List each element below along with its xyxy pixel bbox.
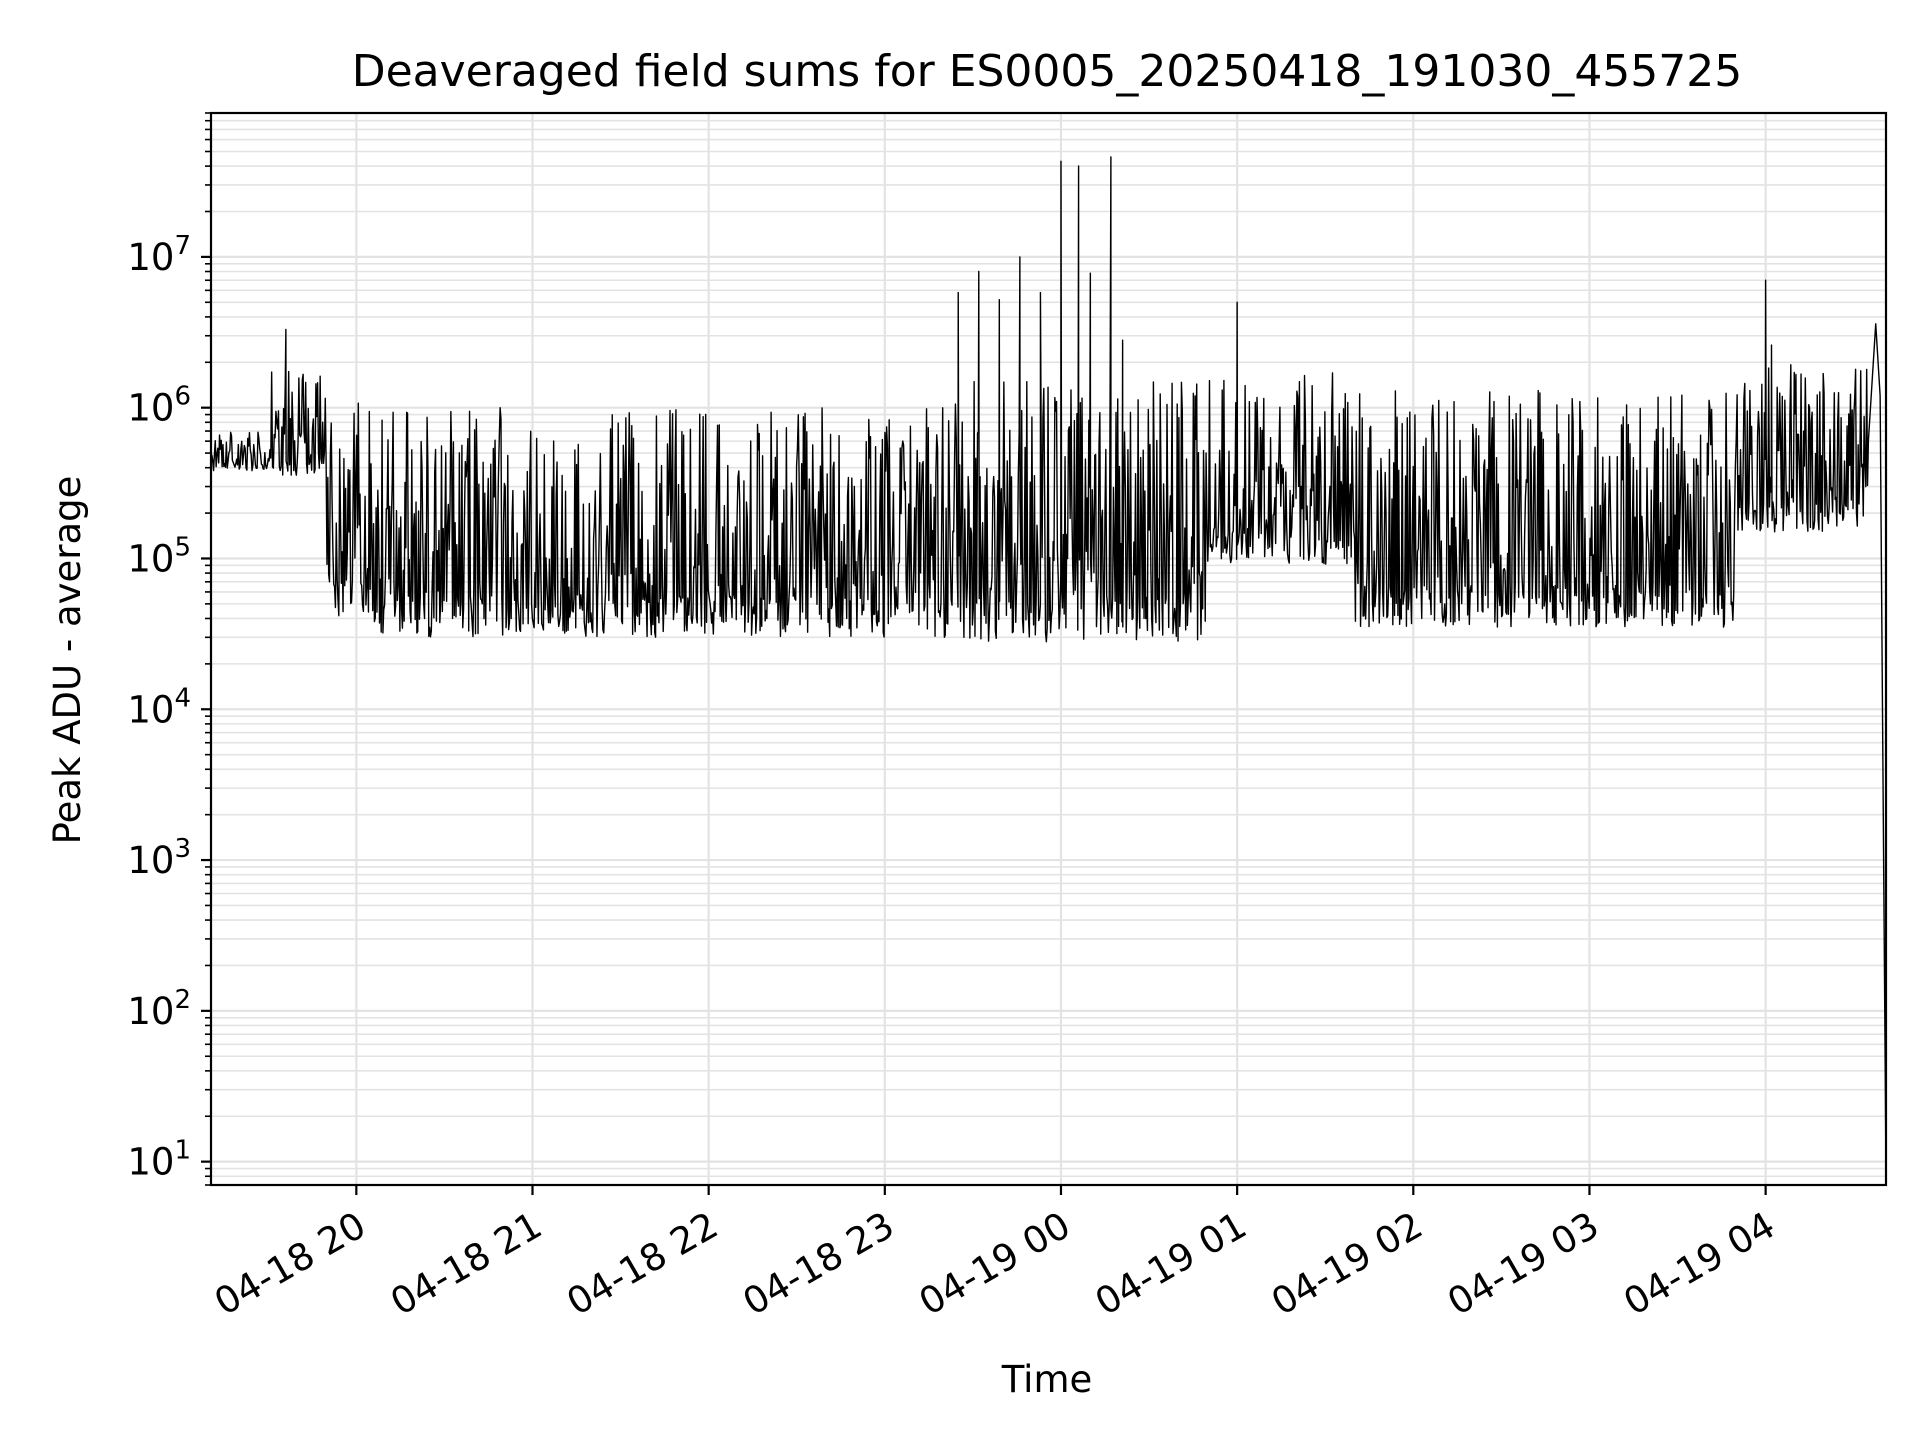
y-axis-label: Peak ADU - average (46, 476, 89, 845)
grid (211, 112, 1886, 1186)
y-tick-label-base: 10 (127, 236, 174, 279)
y-tick-label-base: 10 (127, 990, 174, 1033)
series-layer (210, 156, 1887, 1177)
y-tick-label-exponent: 1 (174, 1136, 191, 1166)
y-tick-label: 104 (127, 683, 191, 731)
y-tick-label-exponent: 5 (174, 532, 191, 562)
y-tick-label-exponent: 6 (174, 382, 191, 412)
y-tick-label: 107 (127, 231, 191, 279)
y-tick-label-base: 10 (127, 839, 174, 882)
y-tick-label-base: 10 (127, 387, 174, 430)
y-tick-label-exponent: 2 (174, 985, 191, 1015)
plot-frame (209, 111, 1888, 1187)
y-tick-label-exponent: 4 (174, 683, 191, 713)
y-tick-label-base: 10 (127, 688, 174, 731)
y-tick-label: 105 (127, 532, 191, 580)
y-tick-label: 101 (127, 1136, 191, 1184)
y-tick-label: 106 (127, 382, 191, 430)
y-tick-label: 103 (127, 834, 191, 882)
x-axis-label: Time (1001, 1358, 1093, 1401)
y-tick-label-base: 10 (127, 537, 174, 580)
y-tick-label: 102 (127, 985, 191, 1033)
y-tick-label-exponent: 3 (174, 834, 191, 864)
series-line (210, 156, 1887, 1177)
y-tick-label-base: 10 (127, 1141, 174, 1184)
y-tick-label-exponent: 7 (174, 231, 191, 261)
chart-title: Deaveraged field sums for ES0005_2025041… (352, 46, 1743, 97)
